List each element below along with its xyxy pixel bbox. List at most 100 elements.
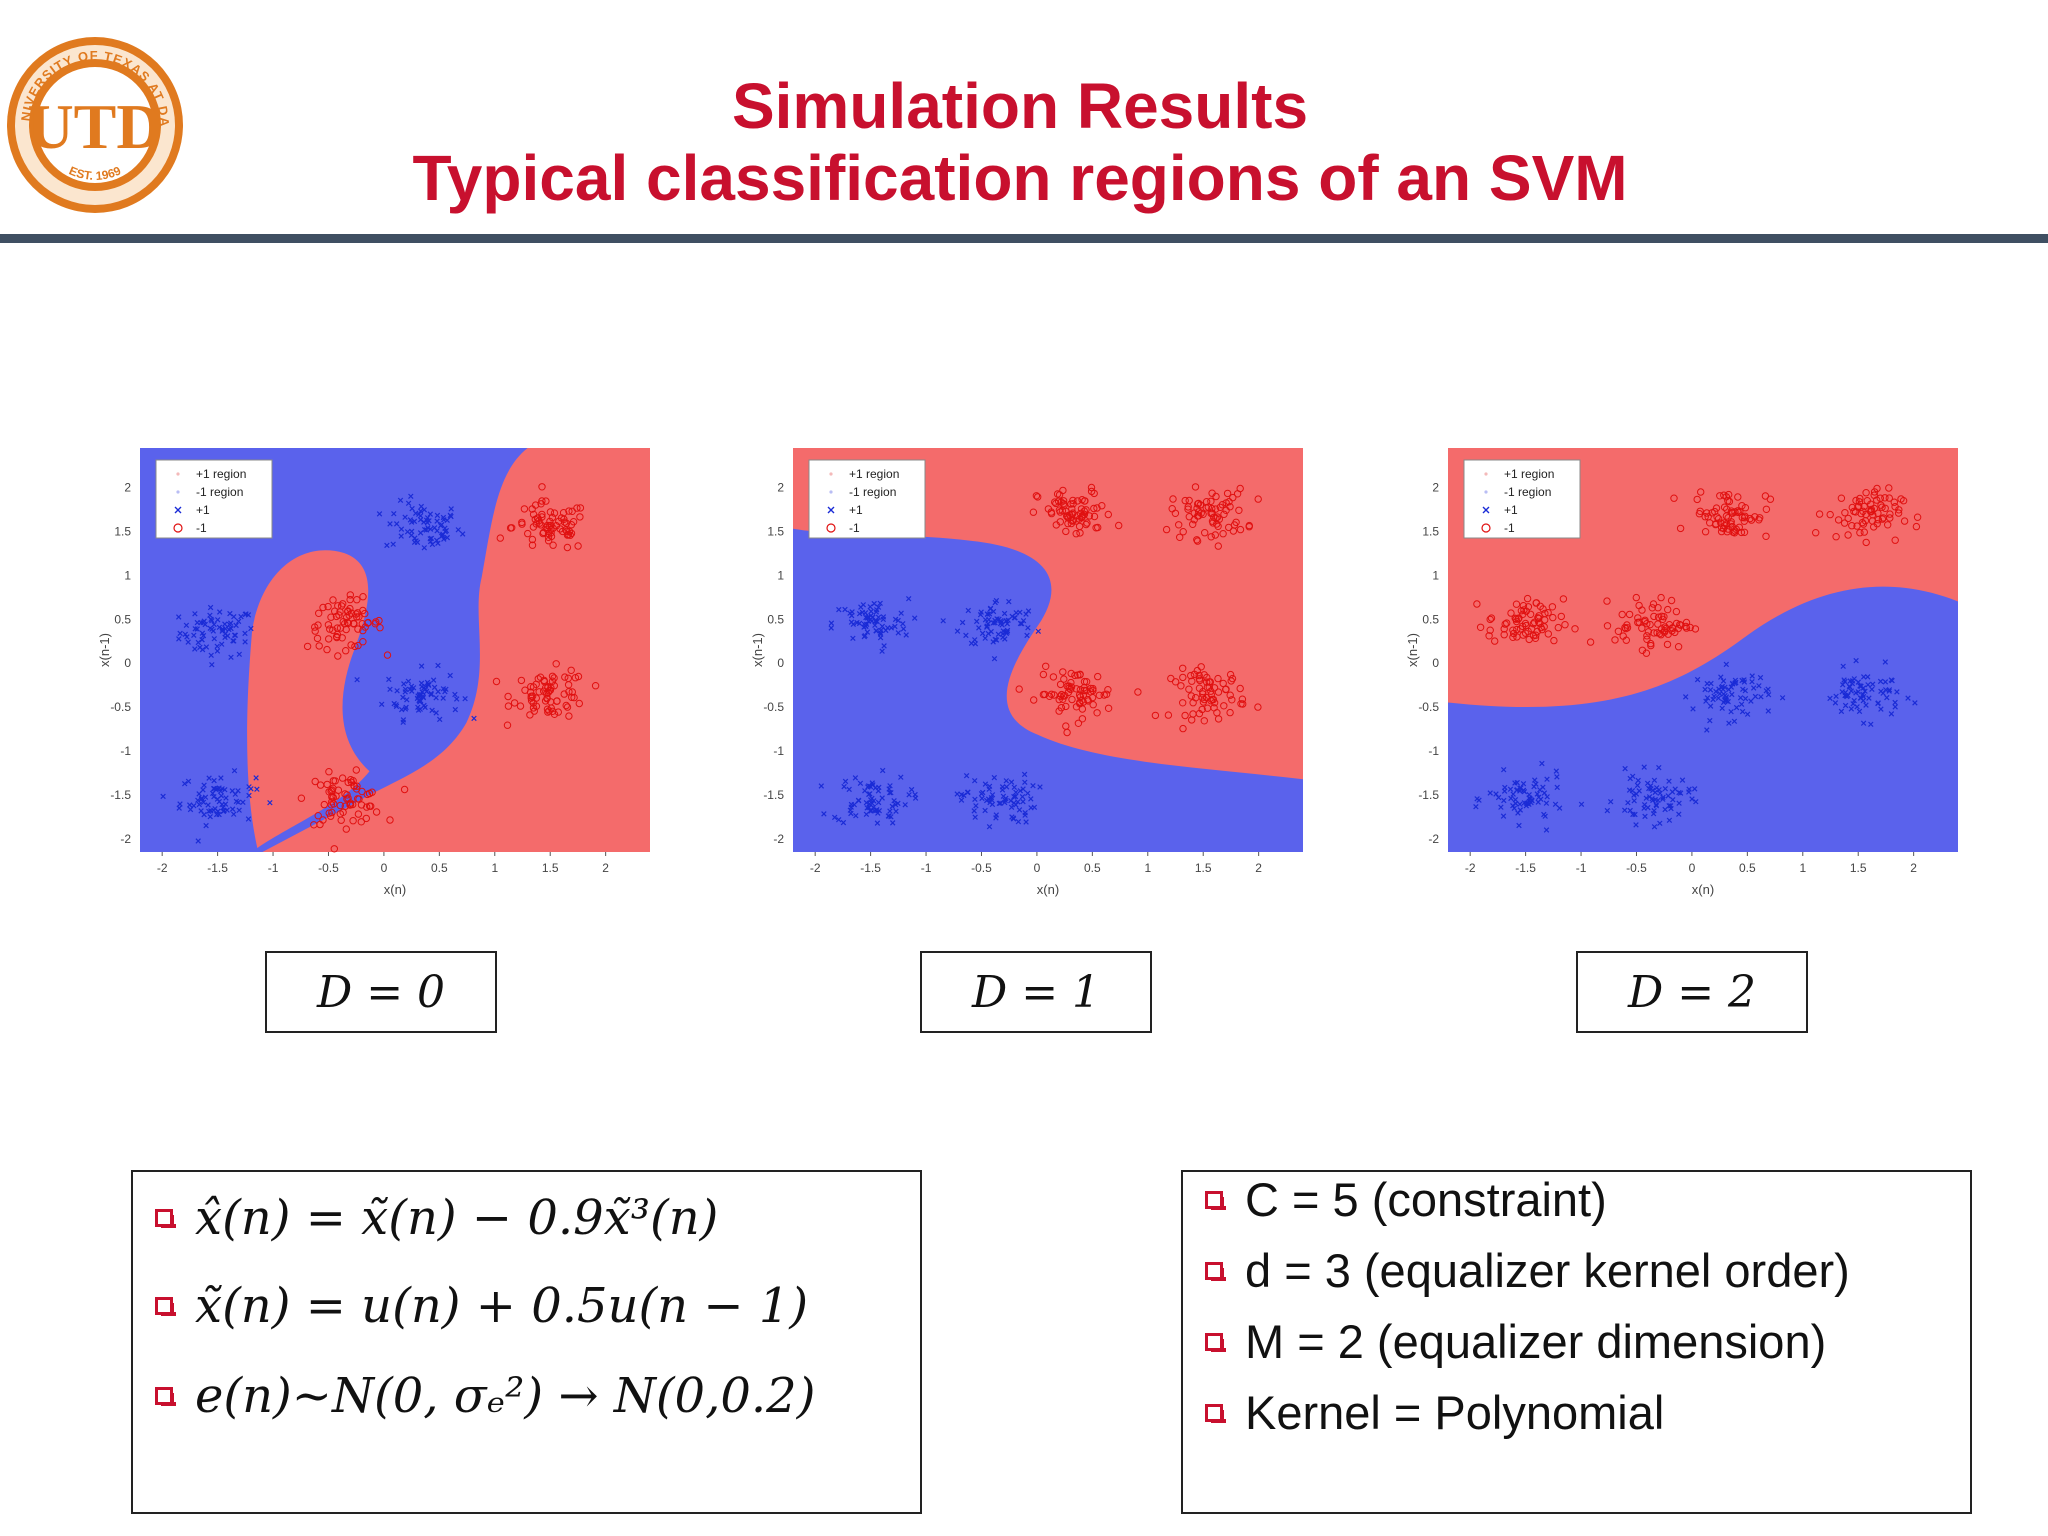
data-point-plus1 — [1725, 686, 1732, 693]
data-point-plus1 — [1487, 790, 1493, 796]
data-point-plus1 — [863, 811, 870, 818]
data-point-minus1 — [1485, 632, 1493, 640]
equations-box: x̂(n) = x̃(n) − 0.9x̃³(n) x̃(n) = u(n) +… — [131, 1170, 922, 1514]
data-point-minus1 — [325, 768, 333, 776]
data-point-minus1 — [1670, 494, 1678, 502]
data-point-plus1 — [1710, 696, 1716, 703]
data-point-minus1 — [319, 603, 327, 612]
data-point-minus1 — [529, 510, 538, 519]
data-point-minus1 — [327, 613, 335, 621]
data-point-minus1 — [541, 697, 550, 705]
data-point-minus1 — [575, 699, 583, 708]
data-point-minus1 — [1030, 696, 1038, 704]
data-point-plus1 — [990, 620, 997, 626]
x-tick-label: 2 — [1255, 861, 1262, 875]
data-point-plus1 — [376, 511, 383, 517]
data-point-minus1 — [303, 642, 312, 651]
data-point-minus1 — [1529, 632, 1538, 640]
data-point-minus1 — [1711, 520, 1720, 529]
data-point-plus1 — [895, 617, 901, 624]
data-point-minus1 — [1207, 533, 1215, 541]
data-point-minus1 — [339, 600, 347, 608]
data-point-minus1 — [529, 704, 538, 712]
data-point-plus1 — [1536, 794, 1542, 800]
data-point-plus1 — [1703, 698, 1709, 704]
data-point-minus1 — [534, 675, 542, 683]
data-point-minus1 — [548, 677, 557, 685]
data-point-minus1 — [325, 809, 333, 817]
data-point-minus1 — [336, 801, 345, 810]
data-point-minus1 — [400, 785, 409, 794]
data-point-minus1 — [1213, 709, 1221, 717]
data-point-plus1 — [427, 511, 434, 517]
x-tick-label: -1.5 — [1515, 861, 1536, 875]
checkbox-bullet-icon — [1205, 1190, 1226, 1210]
data-point-minus1 — [330, 845, 339, 853]
data-point-plus1 — [1719, 705, 1725, 712]
data-point-minus1 — [576, 504, 585, 512]
data-point-plus1 — [891, 797, 897, 804]
data-point-minus1 — [1571, 625, 1579, 633]
x-tick-label: 0 — [1689, 861, 1696, 875]
slide-title: Simulation Results — [731, 70, 1309, 142]
data-point-plus1 — [893, 808, 899, 815]
data-point-minus1 — [1832, 533, 1840, 541]
data-point-minus1 — [1223, 489, 1232, 498]
data-point-minus1 — [1189, 710, 1197, 718]
data-point-minus1 — [359, 593, 367, 601]
data-point-plus1 — [220, 808, 227, 815]
data-point-plus1 — [219, 801, 225, 808]
data-point-plus1 — [181, 780, 188, 787]
data-point-minus1 — [1536, 602, 1545, 611]
data-point-minus1 — [562, 526, 570, 534]
data-point-plus1 — [176, 805, 182, 811]
data-point-minus1 — [1195, 508, 1203, 516]
data-point-plus1 — [973, 618, 980, 625]
data-point-plus1 — [1865, 682, 1871, 688]
data-point-plus1 — [200, 619, 206, 626]
data-point-minus1 — [530, 707, 538, 715]
data-point-minus1 — [565, 712, 573, 720]
data-point-minus1 — [383, 651, 392, 659]
logo-monogram: UTD — [27, 91, 162, 162]
data-point-plus1 — [908, 786, 915, 793]
data-point-minus1 — [324, 602, 332, 611]
data-point-plus1 — [1527, 795, 1533, 802]
data-point-plus1 — [1718, 684, 1725, 691]
data-point-minus1 — [1197, 663, 1205, 671]
data-point-plus1 — [1523, 803, 1530, 809]
parameter-text: d = 3 (equalizer kernel order) — [1245, 1244, 1850, 1297]
data-point-minus1 — [1656, 629, 1664, 638]
data-point-plus1 — [1625, 799, 1631, 806]
data-point-plus1 — [203, 822, 209, 829]
y-tick-label: 0.5 — [767, 612, 784, 626]
data-point-plus1 — [1635, 777, 1641, 784]
data-point-plus1 — [1512, 800, 1519, 807]
data-point-minus1 — [1032, 492, 1041, 500]
data-point-plus1 — [391, 510, 397, 517]
data-point-plus1 — [233, 798, 240, 805]
data-point-minus1 — [1052, 521, 1060, 529]
data-point-plus1 — [428, 690, 434, 697]
data-point-minus1 — [560, 690, 568, 698]
data-point-minus1 — [1856, 529, 1864, 537]
data-point-plus1 — [192, 646, 198, 652]
data-point-minus1 — [548, 707, 557, 715]
data-point-plus1 — [846, 786, 852, 793]
data-point-plus1 — [871, 807, 877, 814]
data-point-minus1 — [1115, 521, 1123, 530]
data-point-plus1 — [1025, 625, 1031, 631]
data-point-minus1 — [550, 509, 559, 517]
checkbox-bullet-icon — [155, 1387, 176, 1406]
data-point-plus1 — [855, 797, 862, 804]
data-point-plus1 — [400, 719, 406, 726]
data-point-minus1 — [1720, 503, 1729, 511]
data-point-minus1 — [1199, 688, 1207, 696]
data-point-minus1 — [1762, 505, 1771, 514]
data-point-plus1 — [1884, 694, 1890, 701]
data-point-minus1 — [1238, 695, 1247, 703]
data-point-minus1 — [521, 686, 529, 694]
data-point-plus1 — [868, 608, 874, 615]
data-point-minus1 — [1193, 666, 1201, 675]
data-point-minus1 — [1634, 614, 1642, 622]
